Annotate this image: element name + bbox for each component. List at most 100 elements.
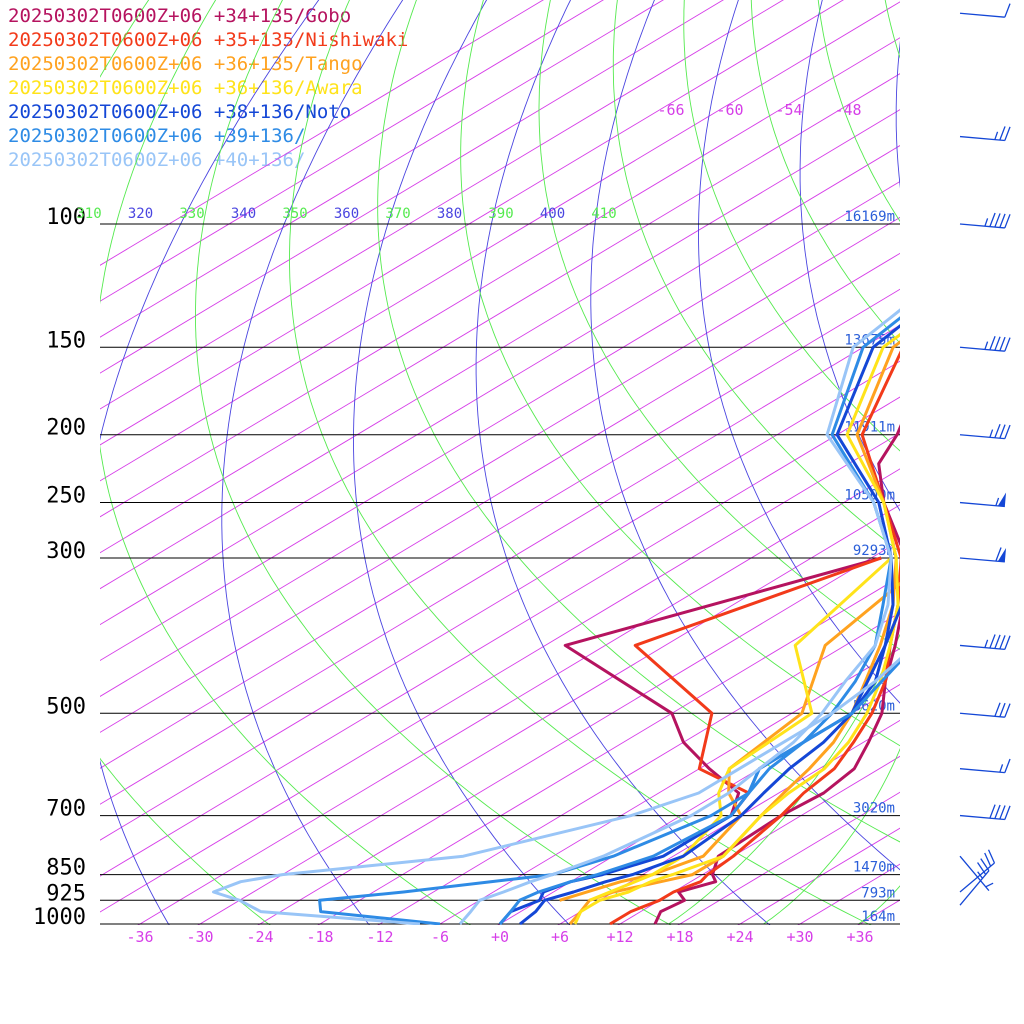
- isotherm-line: [100, 0, 724, 374]
- x-tick-label: +36: [846, 928, 873, 946]
- x-tick-label: +18: [666, 928, 693, 946]
- isotherm-line: [100, 145, 900, 626]
- wind-barb-feather: [999, 424, 1006, 439]
- dry-adiabat-line: [221, 0, 404, 925]
- pressure-label: 100: [46, 205, 86, 230]
- upper-isotherm-label: -66: [657, 101, 684, 119]
- pressure-label: 500: [46, 694, 86, 719]
- wind-barb-feather: [995, 547, 1002, 562]
- x-tick-label: -18: [306, 928, 333, 946]
- theta-line: [460, 0, 900, 747]
- isotherm-line: [197, 504, 900, 925]
- dry-adiabat-line: [895, 40, 900, 189]
- wind-barb-feather: [989, 804, 996, 819]
- theta-e-line: [998, 599, 1024, 925]
- wind-barb-half-feather: [984, 639, 989, 648]
- isotherm-line: [137, 468, 900, 925]
- wind-barb-staff: [959, 814, 1005, 821]
- dry-adiabat-line: [698, 0, 900, 704]
- height-label: 16169m: [844, 209, 895, 225]
- legend-entry-awara: 20250302T0600Z+06 +36+136/Awara: [8, 77, 363, 99]
- series-5-temperature-line: [498, 316, 900, 925]
- isotherm-line: [100, 37, 900, 518]
- isotherm-line: [100, 109, 900, 590]
- isotherm-line: [100, 0, 784, 410]
- isotherm-line: [377, 612, 900, 925]
- height-label: 164m: [861, 909, 895, 925]
- wind-barb-staff: [959, 855, 990, 892]
- wind-barb-staff: [959, 135, 1005, 142]
- theta-label: 410: [591, 206, 616, 222]
- wind-barb: [959, 492, 1007, 508]
- isobar-lines: [100, 223, 900, 925]
- wind-barb-feather: [1004, 3, 1011, 18]
- theta-line: [683, 0, 900, 452]
- x-tick-label: +0: [491, 928, 509, 946]
- pressure-label: 200: [46, 416, 86, 441]
- wind-barb: [959, 858, 990, 906]
- isotherm-line: [100, 432, 900, 913]
- series-2-dewpoint-line: [559, 581, 900, 902]
- height-label: 1470m: [853, 860, 895, 876]
- wind-barb-feather: [989, 336, 996, 351]
- wind-barb-half-feather: [977, 871, 984, 879]
- wind-barb-staff: [959, 346, 1005, 352]
- x-tick-label: +30: [786, 928, 813, 946]
- dry-adiabat-line: [475, 0, 771, 925]
- wind-barb-feather: [1004, 703, 1011, 718]
- x-tick-label: -12: [366, 928, 393, 946]
- wind-barb-staff: [959, 712, 1005, 718]
- isotherm-line: [100, 216, 900, 697]
- wind-barb-staff: [959, 644, 1005, 651]
- isotherm-line: [497, 683, 900, 925]
- wind-barb: [959, 212, 1011, 229]
- wind-barb-staff: [959, 557, 1005, 563]
- wind-barb-feather: [999, 635, 1006, 650]
- wind-barb-staff: [959, 870, 990, 906]
- dry-adiabat-line: [353, 0, 571, 925]
- wind-barb: [959, 855, 994, 892]
- series-5-dewpoint-line: [318, 659, 900, 925]
- wind-barb-feather: [977, 862, 987, 875]
- pressure-label: 700: [46, 797, 86, 822]
- wind-barb-feather: [999, 213, 1006, 228]
- isotherm-line: [557, 719, 900, 925]
- wind-barb-pennant: [997, 547, 1007, 562]
- isotherm-line: [100, 324, 900, 805]
- height-label: 9293m: [853, 543, 895, 559]
- wind-barb-feather: [994, 804, 1001, 819]
- legend-entry-40-136: 20250302T0600Z+06 +40+136/: [8, 149, 306, 171]
- wind-barb-feather: [1004, 337, 1011, 352]
- x-tick-label: -6: [431, 928, 449, 946]
- upper-isotherm-label: -54: [775, 101, 802, 119]
- wind-barb: [959, 804, 1011, 821]
- isotherm-line: [100, 252, 900, 733]
- wind-barb: [959, 702, 1011, 718]
- wind-barb-feather: [1004, 214, 1011, 229]
- wind-barb-feather: [987, 849, 996, 864]
- theta-label: 320: [128, 206, 153, 222]
- wind-barb-half-feather: [994, 131, 999, 140]
- pressure-label: 850: [46, 856, 86, 881]
- theta-line: [750, 0, 900, 344]
- upper-isotherm-label: -48: [834, 101, 861, 119]
- theta-label: 370: [385, 206, 410, 222]
- wind-barb: [959, 126, 1011, 142]
- isotherm-line: [100, 1, 900, 482]
- theta-label: 340: [231, 206, 256, 222]
- wind-barb-feather: [984, 852, 992, 867]
- wind-barb: [959, 849, 996, 893]
- wind-barb-half-feather: [984, 341, 989, 350]
- wind-barb-staff: [959, 12, 1005, 18]
- isotherm-line: [100, 396, 900, 877]
- wind-barb-feather: [1004, 805, 1011, 820]
- theta-line: [100, 0, 471, 925]
- theta-e-line: [763, 748, 900, 925]
- theta-line: [612, 0, 900, 553]
- wind-barb: [959, 336, 1011, 352]
- isotherm-line: [100, 0, 844, 446]
- wind-barbs: [959, 3, 1011, 906]
- wind-barb-staff: [959, 223, 1005, 229]
- wind-barb-feather: [999, 702, 1006, 717]
